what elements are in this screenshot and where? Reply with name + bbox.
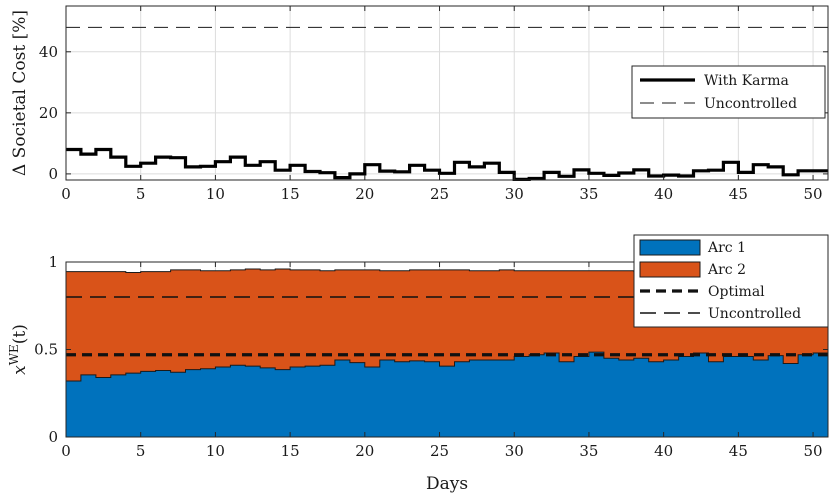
bottom-panel: 0 5 10 15 20 25 30 35 40 45 50 0 0.5 1 xWE(t) Days Arc 1… bbox=[7, 234, 829, 494]
x-tick-label: 25 bbox=[430, 185, 449, 203]
x-tick-label: 50 bbox=[804, 185, 823, 203]
y-tick-label: 0.5 bbox=[34, 341, 58, 359]
x-tick-label: 50 bbox=[804, 442, 823, 460]
x-tick-label: 30 bbox=[505, 442, 524, 460]
y-tick-label: 20 bbox=[39, 104, 58, 122]
legend-label-uncontrolled: Uncontrolled bbox=[704, 96, 797, 112]
legend: Arc 1 Arc 2 Optimal Uncontrolled bbox=[633, 234, 829, 328]
legend-label-optimal: Optimal bbox=[708, 284, 765, 300]
top-panel: 0 5 10 15 20 25 30 35 40 45 50 0 20 40 Δ Societal Cost… bbox=[10, 5, 829, 203]
legend-label-uncontrolled: Uncontrolled bbox=[708, 306, 801, 322]
x-tick-label: 15 bbox=[281, 442, 300, 460]
x-tick-label: 0 bbox=[61, 185, 71, 203]
x-tick-label: 0 bbox=[61, 442, 71, 460]
axes-box bbox=[65, 5, 829, 181]
legend-label-arc-1: Arc 1 bbox=[707, 240, 746, 256]
legend-swatch-arc-2 bbox=[639, 261, 701, 278]
y-tick-label: 0 bbox=[48, 428, 58, 446]
legend-label-arc-2: Arc 2 bbox=[707, 262, 746, 278]
x-tick-label: 35 bbox=[579, 185, 598, 203]
x-axis-label: Days bbox=[426, 474, 468, 494]
y-axis-label: Δ Societal Cost [%] bbox=[10, 10, 30, 176]
x-tick-label: 10 bbox=[206, 185, 225, 203]
legend-box bbox=[631, 65, 826, 119]
y-tick-label: 0 bbox=[48, 165, 58, 183]
y-axis-label: xWE(t) bbox=[7, 324, 30, 375]
legend-label-with-karma: With Karma bbox=[704, 73, 789, 89]
area-arc-1 bbox=[66, 352, 828, 437]
x-tick-label: 15 bbox=[281, 185, 300, 203]
y-tick-label: 1 bbox=[48, 253, 58, 271]
x-tick-label: 10 bbox=[206, 442, 225, 460]
x-tick-label: 25 bbox=[430, 442, 449, 460]
legend-swatch-arc-1 bbox=[639, 239, 701, 256]
x-tick-label: 30 bbox=[505, 185, 524, 203]
y-tick-label: 40 bbox=[39, 43, 58, 61]
x-tick-label: 45 bbox=[729, 442, 748, 460]
x-tick-label: 20 bbox=[355, 442, 374, 460]
series-line-with-karma bbox=[66, 147, 828, 181]
x-tick-label: 5 bbox=[136, 185, 146, 203]
x-tick-label: 5 bbox=[136, 442, 146, 460]
legend: With Karma Uncontrolled bbox=[631, 65, 826, 119]
x-tick-label: 35 bbox=[579, 442, 598, 460]
x-tick-label: 20 bbox=[355, 185, 374, 203]
x-tick-label: 40 bbox=[654, 185, 673, 203]
x-tick-label: 40 bbox=[654, 442, 673, 460]
x-tick-label: 45 bbox=[729, 185, 748, 203]
